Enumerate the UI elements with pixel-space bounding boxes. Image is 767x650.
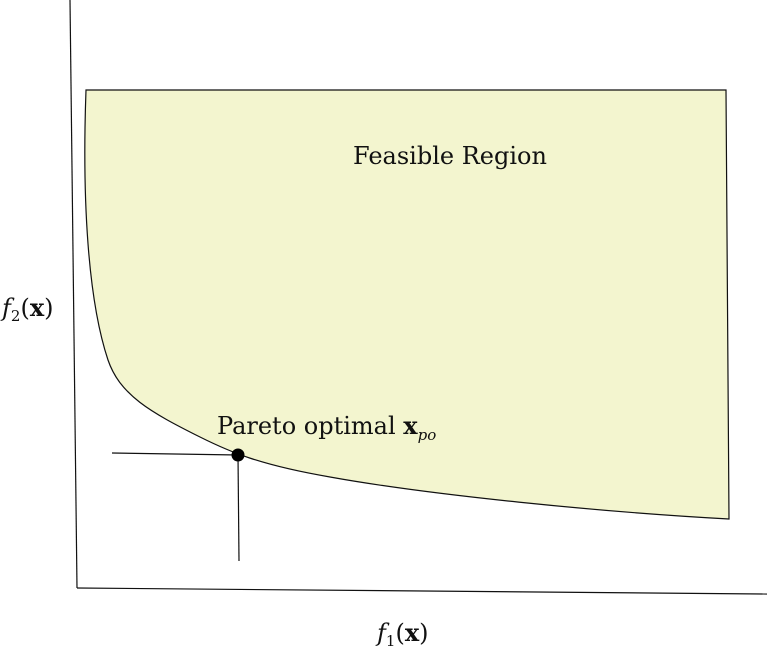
x-axis-paren-close: ): [419, 619, 428, 647]
x-axis-label: f1(x): [375, 618, 429, 650]
pareto-label-vector: x: [403, 411, 418, 440]
y-axis-arg: x: [30, 293, 45, 322]
pareto-optimal-label: Pareto optimal xpo: [217, 411, 436, 444]
y-axis-label: f2(x): [0, 293, 54, 325]
pareto-horizontal-line: [111, 452, 239, 456]
feasible-region-label: Feasible Region: [353, 142, 547, 170]
x-axis-paren-open: (: [395, 619, 404, 647]
y-axis-index: 2: [11, 307, 21, 325]
x-axis-line: [76, 587, 767, 595]
pareto-vertical-line: [237, 454, 240, 562]
y-axis-paren-open: (: [20, 294, 29, 322]
pareto-label-text: Pareto optimal: [217, 412, 403, 440]
y-axis-paren-close: ): [44, 294, 53, 322]
x-axis-index: 1: [386, 632, 396, 650]
feasible-region: [84, 89, 730, 520]
x-axis-arg: x: [405, 618, 420, 647]
pareto-optimal-point: [231, 448, 245, 462]
y-axis-line: [69, 0, 78, 589]
pareto-label-subscript: po: [418, 426, 437, 444]
